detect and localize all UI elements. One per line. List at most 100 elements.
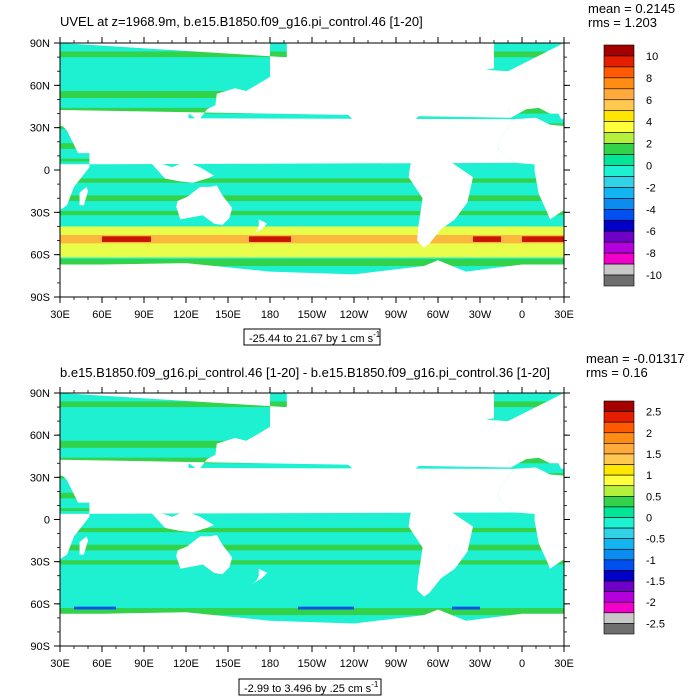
indonesia-land xyxy=(655,162,700,183)
x-tick-label: 60E xyxy=(92,658,112,670)
y-axis: 90N 60N 30N 0 30S 60S 90S xyxy=(30,388,570,653)
colorbar-swatch xyxy=(603,176,635,188)
colorbar-label: -8 xyxy=(646,248,656,260)
x-tick-label: 30E xyxy=(50,309,70,321)
africa-land xyxy=(498,467,564,569)
colorbar-label: -2 xyxy=(646,597,656,609)
current-band-orange xyxy=(60,234,564,244)
x-tick-label: 0 xyxy=(519,658,525,670)
colorbar-swatch xyxy=(603,411,635,423)
colorbar-swatch xyxy=(603,474,635,487)
y-tick-label: 0 xyxy=(44,165,50,177)
colorbar-swatch xyxy=(603,219,635,232)
y-tick-label: 60N xyxy=(30,430,50,442)
colorbar-swatch xyxy=(603,154,635,166)
colorbar-swatch xyxy=(603,506,635,518)
madagascar-land xyxy=(584,536,592,554)
colorbar-swatch xyxy=(603,517,635,529)
africa-land xyxy=(60,467,515,560)
colorbar-swatch xyxy=(603,209,635,221)
arabia-land xyxy=(571,125,605,153)
colorbar-label: 0.5 xyxy=(646,491,661,503)
colorbar-swatch xyxy=(603,496,635,508)
y-tick-label: 0 xyxy=(44,515,50,527)
colorbar-swatch xyxy=(603,623,635,635)
x-tick-label: 150W xyxy=(298,658,327,670)
x-tick-label: 30E xyxy=(554,309,574,321)
colorbar-swatch xyxy=(603,143,635,155)
current-core xyxy=(74,606,116,610)
x-tick-label: 90E xyxy=(134,309,154,321)
colorbar-swatch xyxy=(603,230,635,243)
colorbar-swatch xyxy=(603,443,635,455)
southern-current-band xyxy=(60,606,564,616)
colorbar-swatch xyxy=(603,464,635,476)
panel-bottom: b.e15.B1850.f09_g16.pi_control.46 [1-20]… xyxy=(30,351,700,696)
antarctica-land xyxy=(60,260,522,297)
colorbar-swatch xyxy=(603,570,635,582)
colorbar-swatch xyxy=(603,559,635,571)
colorbar-swatch xyxy=(603,421,635,434)
colorbar-swatch xyxy=(603,591,635,603)
africa-land xyxy=(498,117,564,220)
australia-land xyxy=(176,185,233,225)
colorbar-label: -0.5 xyxy=(646,534,665,546)
current-core xyxy=(298,606,354,610)
colorbar-swatch xyxy=(603,400,635,412)
field-band xyxy=(60,210,564,216)
x-axis: 30E 60E 90E 120E 150E 180 150W 120W 90W 60W 30W 0 30… xyxy=(50,387,574,670)
south-america-land xyxy=(408,502,473,597)
australia-land xyxy=(680,535,700,574)
colorbar-swatch xyxy=(603,132,635,144)
x-tick-label: 120E xyxy=(173,658,199,670)
field-band xyxy=(60,527,564,533)
colorbar-swatch xyxy=(603,198,635,210)
colorbar-label: 8 xyxy=(646,73,652,85)
x-tick-label: 150E xyxy=(215,658,241,670)
arabia-land xyxy=(67,474,101,503)
north-america-land xyxy=(286,43,438,158)
indonesia-land xyxy=(151,161,214,183)
colorbar-swatch xyxy=(603,121,635,133)
y-tick-label: 60N xyxy=(30,80,50,92)
colorbar-swatch xyxy=(603,66,635,79)
antarctica-land xyxy=(60,609,522,646)
svg-text:-2.99 to 3.496 by .25 cm s-1: -2.99 to 3.496 by .25 cm s-1 xyxy=(244,680,379,695)
madagascar-land xyxy=(79,186,88,206)
x-tick-label: 30W xyxy=(469,309,492,321)
southern-current-band xyxy=(60,226,564,266)
x-tick-label: 90W xyxy=(385,309,408,321)
colorbar-label: -1.5 xyxy=(646,576,665,588)
current-core xyxy=(102,236,151,242)
x-tick-label: 30E xyxy=(50,658,70,670)
colorbar-swatch xyxy=(603,44,635,57)
colorbar-swatch xyxy=(603,612,635,624)
svg-text:-25.44 to 21.67 by 1 cm s-1: -25.44 to 21.67 by 1 cm s-1 xyxy=(249,330,381,345)
north-america-land xyxy=(286,393,438,507)
australia-land xyxy=(176,535,233,575)
colorbar-label: -2.5 xyxy=(646,618,665,630)
map-field xyxy=(60,43,700,297)
newzealand-land xyxy=(251,219,268,235)
mean-stat: mean = 0.2145 xyxy=(588,1,675,16)
y-tick-label: 60S xyxy=(30,599,50,611)
colorbar-label: 1 xyxy=(646,470,652,482)
colorbar-swatch xyxy=(603,485,635,497)
colorbar-swatch xyxy=(603,77,635,90)
colorbar-label: -4 xyxy=(646,204,656,216)
colorbar-label: 2.5 xyxy=(646,407,661,419)
x-tick-label: 0 xyxy=(519,309,525,321)
range-label: -25.44 to 21.67 by 1 cm s xyxy=(249,333,374,345)
y-tick-label: 90S xyxy=(30,641,50,653)
range-label: -2.99 to 3.496 by .25 cm s xyxy=(244,683,372,695)
eurasia-land xyxy=(508,393,564,469)
colorbar-swatch xyxy=(603,241,635,254)
colorbar-label: 4 xyxy=(646,117,652,129)
colorbar-label: 0 xyxy=(646,161,652,173)
rms-stat: rms = 0.16 xyxy=(586,365,648,380)
x-tick-label: 150W xyxy=(298,309,327,321)
x-tick-label: 60E xyxy=(92,309,112,321)
colorbar-label: 2 xyxy=(646,428,652,440)
madagascar-land xyxy=(79,536,88,555)
